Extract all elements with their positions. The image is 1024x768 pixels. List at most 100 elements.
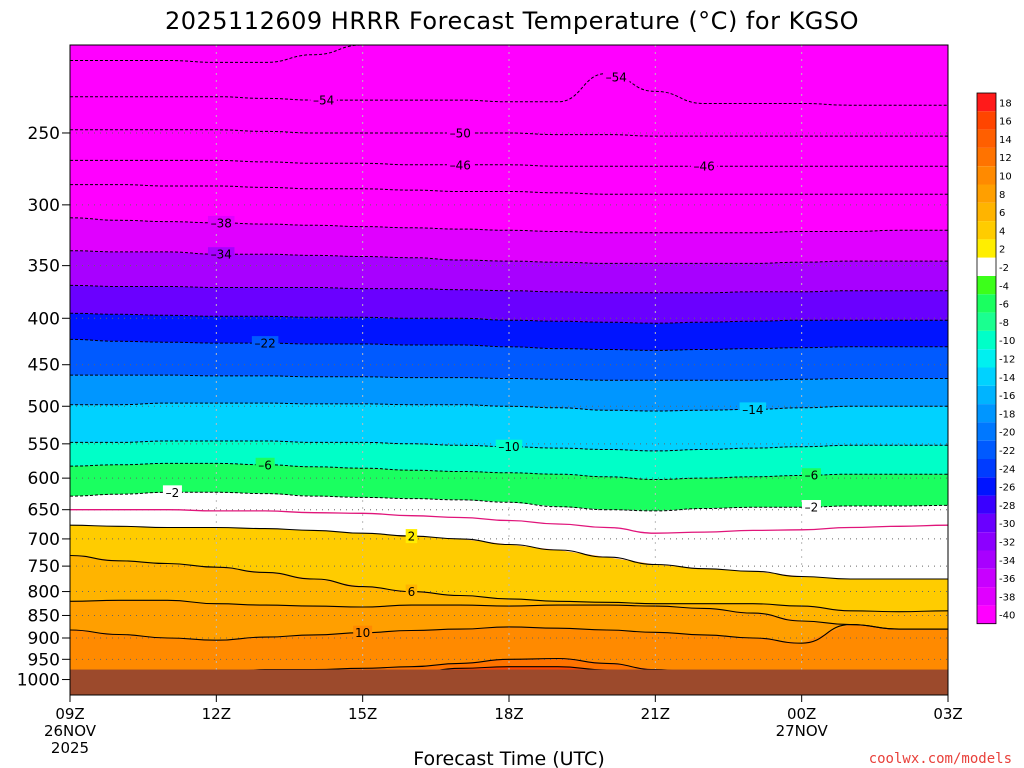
- colorbar-label: -30: [999, 519, 1015, 530]
- isotherm-2: [70, 524, 948, 580]
- colorbar-label: -34: [999, 556, 1015, 567]
- band--6: [70, 441, 948, 480]
- band--34: [70, 217, 948, 264]
- y-tick-label: 1000: [17, 671, 60, 691]
- colorbar-label: -22: [999, 446, 1015, 457]
- x-tick-label: 15Z: [348, 705, 377, 723]
- isotherm-label-bg: [353, 625, 373, 640]
- isotherm-label-bg: [446, 125, 474, 140]
- isotherm--2: [70, 491, 948, 512]
- colorbar-swatch: [977, 257, 996, 276]
- band--18: [70, 339, 948, 381]
- colorbar-swatch: [977, 166, 996, 185]
- isotherm-label: 2: [408, 530, 416, 544]
- isotherm-label: –54: [606, 71, 627, 85]
- x-tick-label: 00Z: [787, 705, 816, 723]
- colorbar-label: -40: [999, 611, 1015, 622]
- colorbar-label: -16: [999, 391, 1015, 402]
- band--22: [70, 313, 948, 351]
- y-tick-label: 350: [28, 257, 60, 277]
- isotherm-label-bg: [739, 402, 767, 417]
- y-tick-label: 900: [28, 629, 60, 649]
- isotherm-label: –14: [742, 403, 763, 417]
- colorbar-label: -20: [999, 428, 1015, 439]
- isotherm--46: [70, 159, 948, 167]
- colorbar-label: -24: [999, 464, 1015, 475]
- isotherm-label: –22: [254, 337, 275, 351]
- colorbar-label: -36: [999, 574, 1015, 585]
- isotherm-label: –34: [211, 248, 232, 262]
- isotherm-label-bg: [690, 159, 718, 174]
- colorbar-label: -38: [999, 592, 1015, 603]
- colorbar-label: 10: [999, 172, 1012, 183]
- colorbar-label: 14: [999, 135, 1012, 146]
- colorbar-label: 12: [999, 153, 1012, 164]
- isotherm-label-bg: [162, 485, 182, 500]
- isotherm-label-bg: [207, 247, 235, 262]
- colorbar-swatch: [977, 129, 996, 148]
- y-tick-label: 550: [28, 435, 60, 455]
- x-tick-label: 18Z: [494, 705, 523, 723]
- colorbar-label: -18: [999, 409, 1015, 420]
- band-0: [70, 492, 948, 534]
- colorbar-swatch: [977, 440, 996, 459]
- band--10: [70, 403, 948, 451]
- y-tick-label: 500: [28, 397, 60, 417]
- colorbar-label: -6: [999, 300, 1009, 311]
- colorbar-swatch: [977, 276, 996, 295]
- isotherm-0: [70, 509, 948, 534]
- isotherm-label-bg: [446, 157, 474, 172]
- colorbar-label: 16: [999, 117, 1012, 128]
- colorbar-swatch: [977, 513, 996, 533]
- isotherm-label-bg: [310, 93, 337, 108]
- colorbar-swatch: [977, 605, 996, 624]
- y-tick-label: 850: [28, 606, 60, 626]
- colorbar-swatch: [977, 147, 996, 167]
- isotherm--26: [70, 312, 948, 324]
- isotherm-lines: [70, 45, 948, 675]
- x-tick-sublabel: 26NOV: [44, 722, 97, 740]
- isotherm--10: [70, 440, 948, 452]
- isotherm-label-bg: [603, 70, 630, 85]
- isotherm-label: 6: [408, 585, 416, 599]
- x-tick-sublabel: 2025: [51, 739, 89, 757]
- colorbar-label: 2: [999, 245, 1005, 256]
- y-tick-label: 650: [28, 501, 60, 521]
- isotherm-label: –46: [450, 158, 471, 172]
- isotherm-label-bg: [405, 529, 418, 544]
- y-tick-label: 600: [28, 469, 60, 489]
- colorbar-swatch: [977, 221, 996, 240]
- x-tick-label: 03Z: [933, 705, 962, 723]
- isotherm--6: [70, 462, 948, 481]
- isotherm-label: 10: [355, 626, 370, 640]
- isotherm-8: [70, 599, 948, 630]
- band--14: [70, 375, 948, 411]
- colorbar-swatch: [977, 239, 996, 258]
- isotherm-labels: 10 6 2 –2 –2 –6 –6 –10 –14 –22 –34 –38 –46 –46 –50 –54 –…: [162, 70, 821, 640]
- x-tick-label: 09Z: [55, 705, 84, 723]
- isotherm-label: –10: [498, 440, 519, 454]
- colorbar-label: -4: [999, 281, 1009, 292]
- isotherm-label: –6: [805, 469, 819, 483]
- colorbar-legend: 18 16 14 12 10 8 6 4 2 -2 -4 -6 -8 -10 -12 -14 -16 -18 -20…: [976, 92, 1015, 625]
- y-tick-label: 950: [28, 650, 60, 670]
- y-tick-label: 800: [28, 583, 60, 603]
- colorbar-swatch: [977, 495, 996, 514]
- colorbar-label: -12: [999, 355, 1015, 366]
- colorbar-swatch: [977, 532, 996, 551]
- isotherm-label-bg: [495, 439, 523, 454]
- isotherm-label: –50: [450, 126, 471, 140]
- isotherm--54: [70, 72, 948, 106]
- band--30: [70, 250, 948, 293]
- x-axis-label: Forecast Time (UTC): [413, 748, 604, 768]
- band--54: [70, 45, 948, 106]
- isotherm-label: –2: [166, 486, 180, 500]
- colorbar-swatch: [977, 385, 996, 405]
- y-tick-label: 250: [28, 124, 60, 144]
- band--42: [70, 160, 948, 195]
- y-tick-label: 750: [28, 557, 60, 577]
- band--38: [70, 184, 948, 233]
- colorbar-swatch: [977, 202, 996, 222]
- isotherm-6: [70, 554, 948, 613]
